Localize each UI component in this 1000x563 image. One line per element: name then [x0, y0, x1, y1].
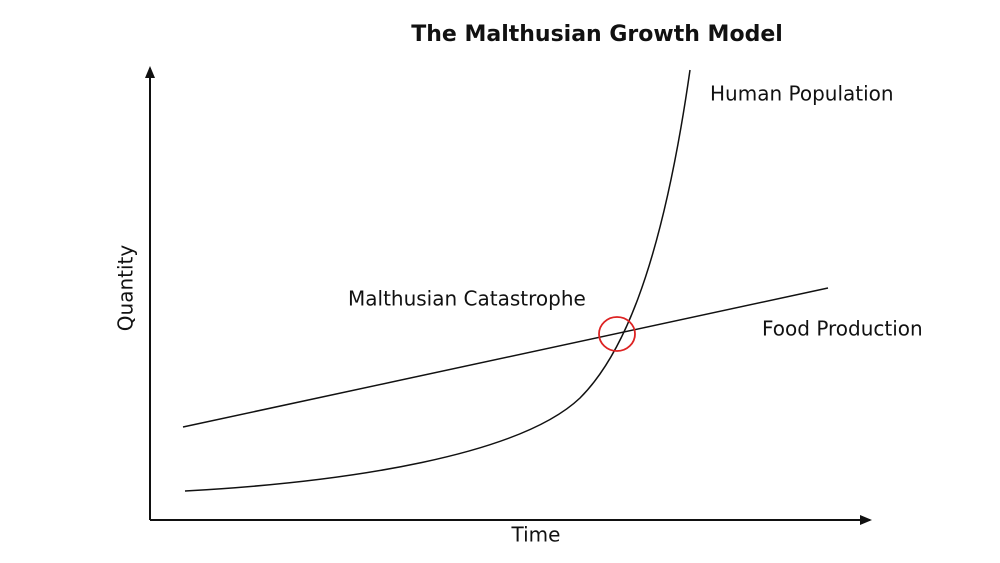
food-line [182, 287, 829, 428]
population-curve [184, 69, 691, 492]
annotation: Malthusian Catastrophe [348, 287, 586, 311]
y-axis-label: Quantity [114, 245, 138, 332]
curve-label: Human Population [710, 82, 894, 106]
title: The Malthusian Growth Model [411, 22, 783, 47]
curve-label: Food Production [762, 317, 923, 341]
catastrophe-circle [598, 316, 636, 352]
x-axis-label: Time [511, 523, 561, 547]
